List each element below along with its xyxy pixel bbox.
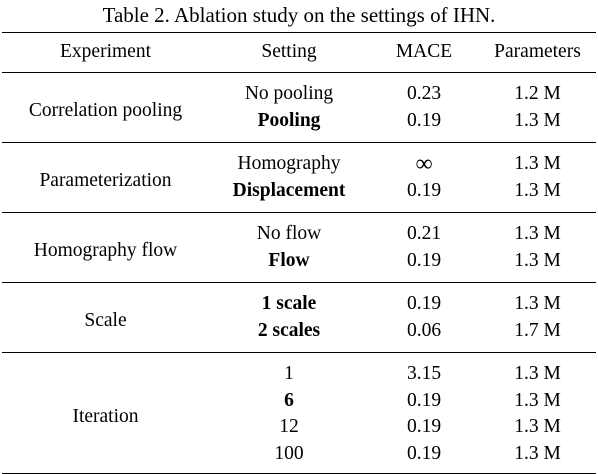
table-row: Pooling 0.19 1.3 M — [2, 108, 596, 143]
parameters-cell: 1.3 M — [514, 109, 561, 131]
parameters-cell: 1.3 M — [514, 249, 561, 271]
experiment-cell: Parameterization — [2, 142, 209, 213]
header-experiment: Experiment — [2, 32, 209, 73]
experiment-cell: Correlation pooling — [2, 72, 209, 143]
parameters-cell: 1.3 M — [479, 440, 596, 474]
setting-cell: 1 — [209, 352, 369, 388]
parameters-cell: 1.7 M — [514, 319, 561, 341]
ablation-table: Experiment Setting MACE Parameters Corre… — [2, 32, 596, 474]
parameters-cell: 1.3 M — [479, 352, 596, 388]
header-parameters: Parameters — [479, 32, 596, 73]
mace-cell: 0.19 — [406, 179, 442, 201]
table-row: Parameterization Homography ∞ 1.3 M — [2, 142, 596, 213]
mace-cell: 0.06 — [406, 319, 442, 341]
table-row: 12 0.19 1.3 M — [2, 414, 596, 441]
parameters-cell: 1.2 M — [479, 72, 596, 108]
mace-cell: 0.19 — [369, 440, 479, 474]
header-row: Experiment Setting MACE Parameters — [2, 32, 596, 73]
setting-cell: Pooling — [257, 109, 321, 131]
mace-cell: 0.21 — [369, 212, 479, 248]
table-row: Homography flow No flow 0.21 1.3 M — [2, 212, 596, 283]
setting-cell: No flow — [209, 212, 369, 248]
setting-cell: No pooling — [209, 72, 369, 108]
parameters-cell: 1.3 M — [514, 179, 561, 201]
table-caption: Table 2. Ablation study on the settings … — [102, 3, 496, 27]
table-row: Iteration 1 3.15 1.3 M — [2, 352, 596, 474]
parameters-cell: 1.3 M — [514, 416, 561, 437]
setting-cell: 1 scale — [209, 282, 369, 318]
table-body: Correlation pooling No pooling 0.23 1.2 M Po… — [2, 72, 596, 474]
setting-cell: Flow — [268, 249, 310, 271]
parameters-cell: 1.3 M — [479, 282, 596, 318]
table-row: Correlation pooling No pooling 0.23 1.2 M — [2, 72, 596, 143]
parameters-cell: 1.3 M — [479, 142, 596, 178]
parameters-cell: 1.3 M — [479, 212, 596, 248]
mace-cell: 0.19 — [406, 249, 442, 271]
mace-cell: ∞ — [369, 142, 479, 178]
header-setting: Setting — [209, 32, 369, 73]
setting-cell: Homography — [209, 142, 369, 178]
setting-cell: 100 — [209, 440, 369, 474]
experiment-cell: Homography flow — [2, 212, 209, 283]
experiment-cell: Scale — [2, 282, 209, 353]
setting-cell: 12 — [279, 416, 299, 437]
setting-cell: 6 — [284, 389, 294, 411]
mace-cell: 0.19 — [406, 416, 442, 437]
mace-cell: 0.19 — [406, 389, 442, 411]
setting-cell: 2 scales — [257, 319, 321, 341]
table-row: Scale 1 scale 0.19 1.3 M — [2, 282, 596, 353]
experiment-cell: Iteration — [2, 352, 209, 474]
setting-cell: Displacement — [232, 179, 346, 201]
table-row: 6 0.19 1.3 M — [2, 388, 596, 415]
mace-cell: 0.19 — [369, 282, 479, 318]
mace-cell: 0.19 — [406, 109, 442, 131]
mace-cell: 3.15 — [369, 352, 479, 388]
header-mace: MACE — [369, 32, 479, 73]
parameters-cell: 1.3 M — [514, 389, 561, 411]
table-row: Flow 0.19 1.3 M — [2, 248, 596, 283]
mace-cell: 0.23 — [369, 72, 479, 108]
table-row: 2 scales 0.06 1.7 M — [2, 318, 596, 353]
table-row: Displacement 0.19 1.3 M — [2, 178, 596, 213]
